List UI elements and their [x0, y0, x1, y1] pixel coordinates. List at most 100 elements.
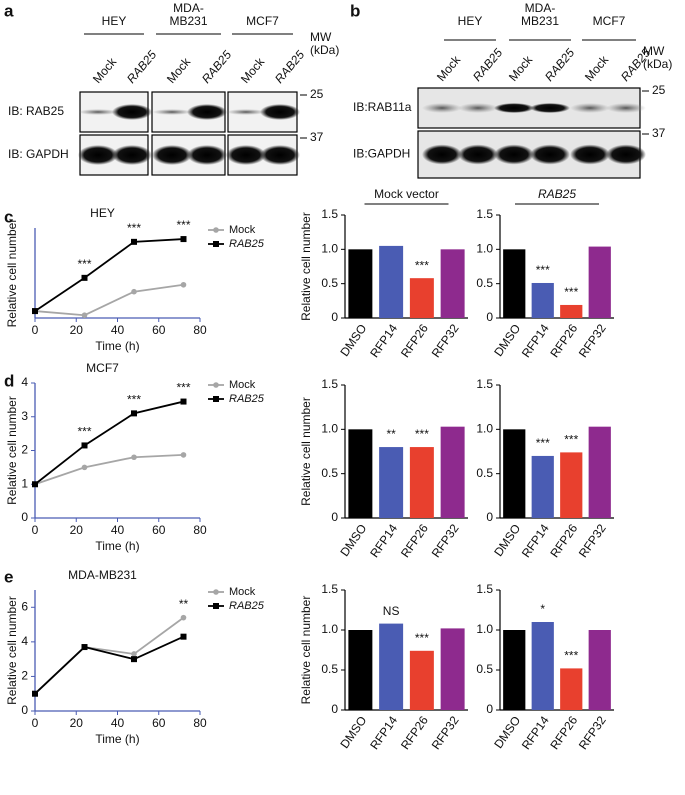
blot-band [422, 103, 462, 113]
chart-title: RAB25 [538, 187, 576, 201]
significance-label: *** [564, 433, 578, 447]
y-tick-label: 4 [21, 375, 28, 389]
y-tick-label: 4 [21, 634, 28, 648]
x-tick-label: RFP26 [547, 521, 580, 560]
x-tick-label: 20 [70, 323, 84, 337]
blot-band [187, 104, 227, 120]
mw-marker: 37 [310, 130, 324, 144]
significance-label: *** [536, 436, 550, 450]
bar [503, 429, 526, 518]
blot-band [570, 144, 610, 165]
y-axis-label: Relative cell number [299, 397, 313, 506]
bar [503, 630, 526, 710]
data-point [81, 644, 88, 651]
blot-band [606, 103, 646, 113]
data-point [81, 312, 88, 319]
significance-label: ** [386, 427, 396, 441]
x-tick-label: RFP32 [429, 521, 462, 560]
cell-line-label: MDA- [525, 1, 556, 15]
y-tick-label: 1.0 [321, 242, 338, 256]
y-tick-label: 1.5 [321, 582, 338, 596]
blot-band [152, 109, 192, 115]
x-tick-label: RFP32 [429, 321, 462, 360]
series-line [34, 453, 184, 486]
bar [588, 246, 611, 318]
data-point [131, 288, 137, 295]
y-tick-label: 0 [331, 310, 338, 324]
legend-label: Mock [229, 224, 256, 236]
data-point [180, 614, 187, 621]
blot-band [112, 145, 152, 165]
y-tick-label: 1 [21, 476, 28, 490]
legend-label: Mock [229, 379, 256, 391]
y-tick-label: 0.5 [476, 276, 493, 290]
y-tick-label: 1.0 [476, 422, 493, 436]
significance-label: *** [127, 221, 141, 235]
significance-label: ** [179, 597, 189, 611]
bar [560, 304, 583, 318]
y-axis-label: Relative cell number [5, 219, 19, 328]
series-line [34, 400, 184, 485]
y-tick-label: 0.5 [321, 466, 338, 480]
blot-band [78, 109, 118, 115]
y-axis-label: Relative cell number [299, 212, 313, 321]
x-tick-label: 60 [152, 523, 166, 537]
data-point [81, 274, 88, 281]
blot-band [606, 144, 646, 165]
x-tick-label: 40 [111, 323, 125, 337]
y-tick-label: 0 [21, 510, 28, 524]
x-axis-label: Time (h) [95, 539, 139, 553]
blot-band [112, 104, 152, 120]
cell-line-label: MCF7 [246, 14, 279, 28]
bar [348, 630, 373, 710]
antibody-label: IB:GAPDH [353, 147, 410, 161]
lane-label: RAB25 [124, 48, 159, 86]
lane-label: Mock [434, 52, 464, 84]
x-tick-label: RFP26 [398, 521, 431, 560]
legend-marker [213, 603, 219, 609]
y-axis-label: Relative cell number [299, 596, 313, 705]
bar [531, 455, 554, 518]
bar [531, 622, 554, 710]
bar [588, 630, 611, 710]
legend-marker [213, 396, 219, 402]
lane-label: RAB25 [272, 48, 307, 86]
data-point [180, 281, 187, 288]
y-axis-label: Relative cell number [5, 396, 19, 505]
x-tick-label: RFP26 [547, 713, 580, 752]
y-tick-label: 0 [331, 702, 338, 716]
x-tick-label: 60 [152, 323, 166, 337]
significance-label: *** [564, 649, 578, 663]
panel-label: a [4, 1, 14, 20]
y-tick-label: 1.5 [476, 582, 493, 596]
blot-band [78, 145, 118, 165]
y-tick-label: 1.0 [321, 422, 338, 436]
lane-label: RAB25 [470, 46, 505, 84]
x-tick-label: 40 [111, 523, 125, 537]
data-point [131, 238, 137, 245]
bar [440, 426, 465, 518]
x-tick-label: RFP14 [519, 321, 552, 360]
significance-label: *** [415, 427, 429, 441]
bar [588, 426, 611, 518]
blot-band [187, 145, 227, 165]
blot-band [226, 145, 266, 165]
significance-label: *** [127, 393, 141, 407]
bar [379, 245, 404, 318]
y-tick-label: 1.5 [321, 207, 338, 221]
significance-label: *** [415, 631, 429, 645]
y-tick-label: 1.5 [476, 207, 493, 221]
significance-label: NS [383, 604, 400, 618]
lane-label: Mock [164, 54, 194, 86]
cell-line-label: HEY [458, 14, 483, 28]
x-tick-label: 0 [32, 323, 39, 337]
cell-line-label: MB231 [169, 14, 207, 28]
data-point [131, 651, 137, 657]
x-tick-label: DMSO [337, 522, 369, 560]
bar [379, 447, 404, 518]
legend-label: RAB25 [229, 393, 265, 405]
mw-marker: 25 [310, 87, 324, 101]
series-line [34, 238, 184, 312]
lane-label: Mock [582, 52, 612, 84]
lane-label: Mock [238, 54, 268, 86]
